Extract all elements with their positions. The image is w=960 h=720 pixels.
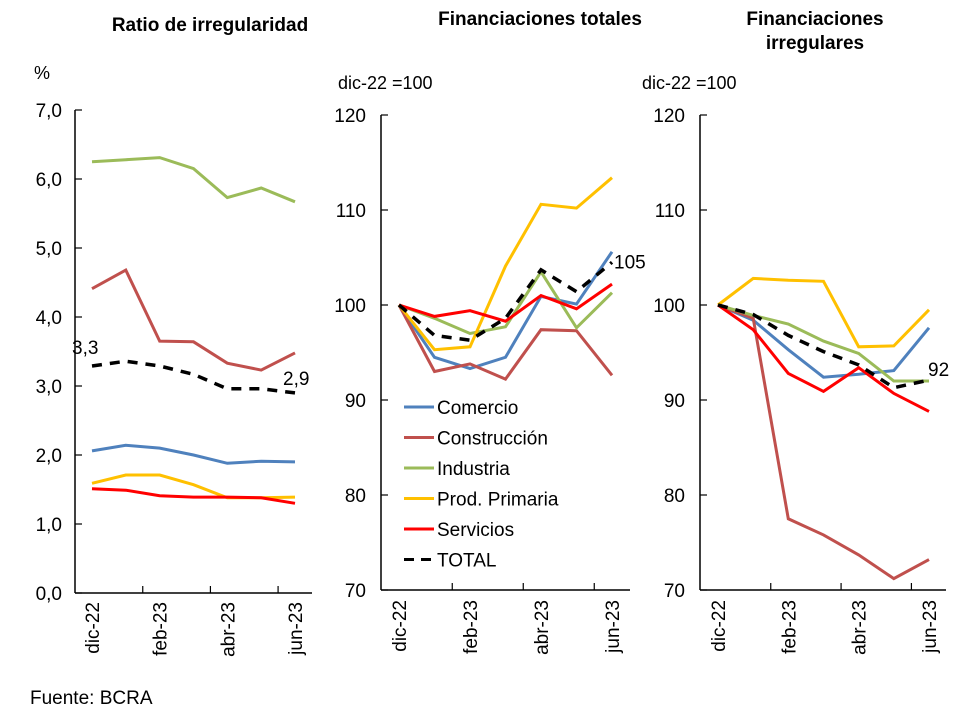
series-line-prod-primaria: [397, 176, 613, 352]
legend-label: Servicios: [437, 520, 514, 541]
chart-title-irregulares-line1: Financiaciones: [746, 9, 884, 30]
y-tick-label: 110: [655, 201, 685, 222]
y-tick-label: 0,0: [36, 584, 62, 605]
y-tick-label: 6,0: [36, 170, 62, 191]
x-tick-label: feb-23: [461, 600, 482, 654]
y-tick-label: 70: [345, 581, 366, 602]
y-tick-label: 80: [664, 486, 685, 507]
data-label: 3,3: [72, 338, 98, 359]
series-line-comercio: [397, 250, 614, 371]
data-label: 105: [614, 252, 646, 273]
y-tick-label: 70: [664, 581, 685, 602]
source-note: Fuente: BCRA: [30, 688, 153, 709]
x-tick-label: abr-23: [850, 600, 871, 655]
x-tick-label: jun-23: [286, 602, 307, 656]
chart-title-totales: Financiaciones totales: [438, 9, 642, 30]
ylabel-ratio: %: [34, 63, 51, 83]
chart-title-irregulares-line2: irregulares: [765, 33, 865, 54]
ylabel-totales: dic-22 =100: [338, 73, 433, 93]
y-tick-label: 100: [653, 296, 685, 317]
data-label: 92: [928, 360, 949, 381]
series-line-construccion: [717, 303, 930, 581]
x-tick-label: jun-23: [920, 600, 941, 654]
series-line-construccion: [91, 268, 296, 372]
series-line-industria: [91, 156, 296, 204]
y-tick-label: 90: [664, 391, 685, 412]
series-line-comercio: [91, 443, 296, 465]
series-line-prod-primaria: [717, 276, 931, 349]
x-tick-label: abr-23: [532, 600, 553, 655]
series-line-industria: [398, 269, 614, 336]
x-tick-label: dic-22: [390, 600, 411, 652]
y-tick-label: 1,0: [36, 515, 62, 536]
series-line-prod-primaria: [91, 473, 296, 500]
y-tick-label: 120: [334, 106, 366, 127]
y-tick-label: 80: [345, 486, 366, 507]
y-tick-label: 4,0: [36, 308, 62, 329]
x-tick-label: dic-22: [83, 602, 104, 654]
x-tick-label: abr-23: [218, 602, 239, 657]
y-tick-label: 90: [345, 391, 366, 412]
y-tick-label: 7,0: [36, 101, 62, 122]
chart-title-irregulares: Financiaciones irregulares: [690, 8, 940, 56]
legend-label: TOTAL: [437, 551, 496, 572]
x-tick-label: dic-22: [709, 600, 730, 652]
y-tick-label: 120: [653, 106, 685, 127]
series-line-servicios: [717, 303, 930, 413]
ylabel-irregulares: dic-22 =100: [642, 73, 737, 93]
series-line-servicios: [398, 282, 613, 323]
y-tick-label: 2,0: [36, 446, 62, 467]
series-line-servicios: [91, 487, 296, 505]
legend-label: Prod. Primaria: [437, 490, 559, 511]
chart-title-ratio: Ratio de irregularidad: [111, 15, 309, 36]
x-tick-label: feb-23: [151, 602, 172, 656]
x-tick-label: feb-23: [779, 600, 800, 654]
y-tick-label: 110: [336, 201, 366, 222]
legend-label: Construcción: [437, 429, 548, 450]
y-tick-label: 5,0: [36, 239, 62, 260]
series-line-total: [91, 359, 296, 395]
series-line-construccion: [397, 304, 614, 381]
legend-label: Industria: [437, 459, 510, 480]
data-label: 2,9: [283, 369, 309, 390]
y-tick-label: 3,0: [36, 377, 62, 398]
x-tick-label: jun-23: [603, 600, 624, 654]
legend-label: Comercio: [437, 398, 518, 419]
series-line-total: [717, 303, 930, 390]
y-tick-label: 100: [334, 296, 366, 317]
